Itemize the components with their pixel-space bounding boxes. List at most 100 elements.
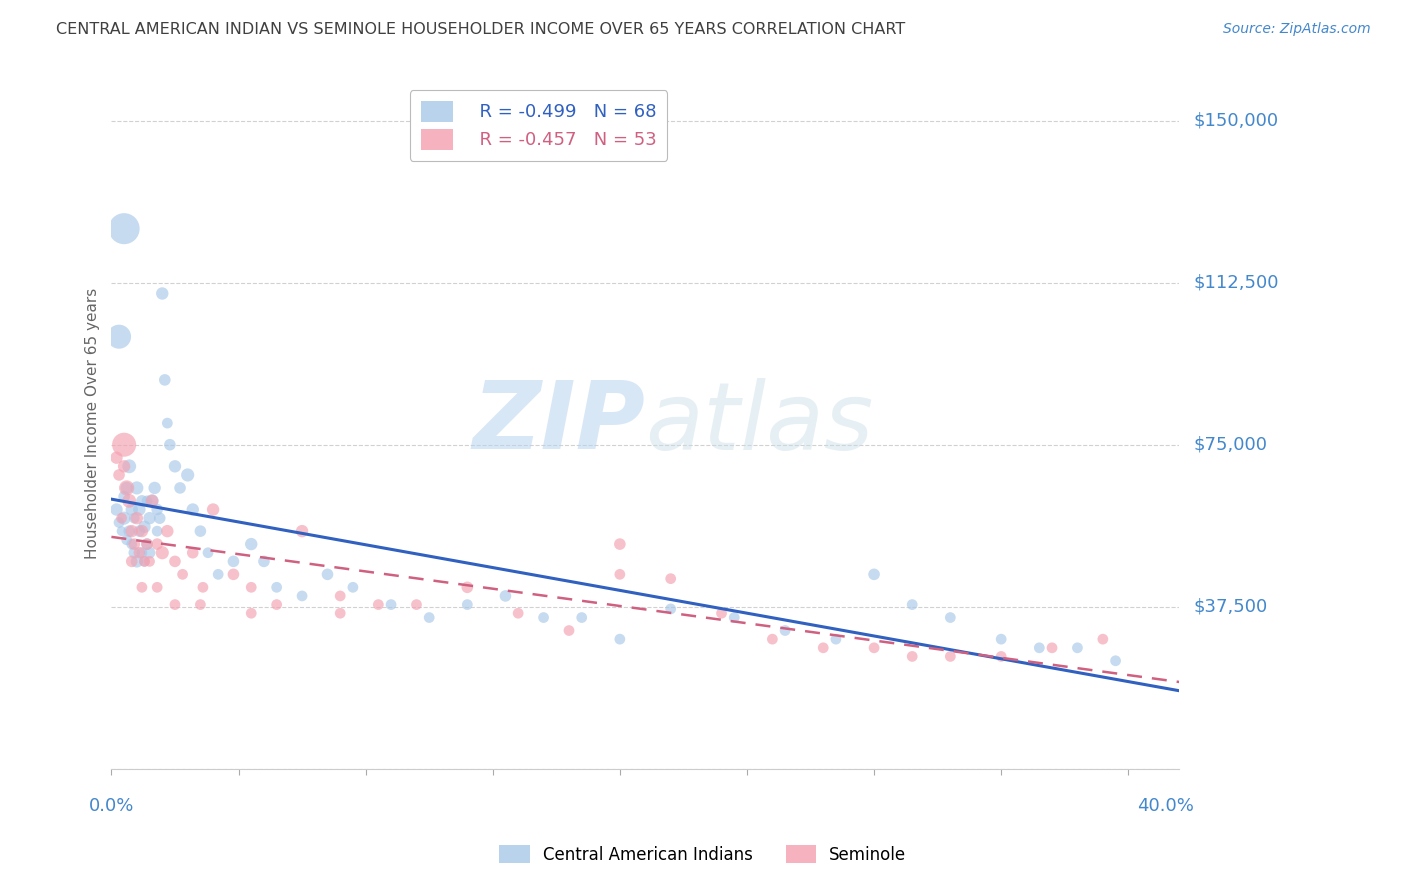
Point [710, 606, 733, 620]
Point [773, 624, 796, 638]
Point [558, 624, 581, 638]
Point [380, 598, 402, 612]
Point [181, 546, 204, 560]
Point [105, 450, 128, 465]
Point [136, 537, 159, 551]
Point [115, 481, 138, 495]
Point [1028, 640, 1050, 655]
Point [159, 438, 181, 452]
Point [990, 632, 1012, 647]
Y-axis label: Householder Income Over 65 years: Householder Income Over 65 years [86, 287, 100, 558]
Point [571, 610, 593, 624]
Point [121, 537, 143, 551]
Point [659, 602, 682, 616]
Point [112, 511, 135, 525]
Point [1091, 632, 1114, 647]
Text: 0.0%: 0.0% [89, 797, 134, 814]
Point [609, 537, 631, 551]
Point [329, 589, 352, 603]
Point [134, 554, 156, 568]
Point [659, 572, 682, 586]
Point [146, 502, 169, 516]
Point [108, 329, 131, 343]
Point [939, 610, 962, 624]
Text: 40.0%: 40.0% [1137, 797, 1194, 814]
Point [1066, 640, 1088, 655]
Point [533, 610, 555, 624]
Point [136, 537, 159, 551]
Point [136, 494, 159, 508]
Point [108, 516, 131, 530]
Point [156, 524, 179, 538]
Point [121, 524, 143, 538]
Point [190, 598, 212, 612]
Point [124, 537, 146, 551]
Point [150, 286, 173, 301]
Point [405, 598, 427, 612]
Point [112, 221, 135, 235]
Point [105, 502, 128, 516]
Point [110, 511, 132, 525]
Point [125, 511, 148, 525]
Text: ZIP: ZIP [472, 377, 645, 469]
Point [901, 598, 924, 612]
Point [134, 554, 156, 568]
Point [456, 580, 478, 594]
Point [240, 580, 263, 594]
Point [121, 554, 143, 568]
Point [190, 524, 212, 538]
Point [222, 567, 245, 582]
Point [1040, 640, 1063, 655]
Point [253, 554, 276, 568]
Point [367, 598, 389, 612]
Point [118, 494, 141, 508]
Point [146, 524, 169, 538]
Text: $112,500: $112,500 [1194, 274, 1278, 292]
Point [813, 640, 835, 655]
Point [181, 502, 204, 516]
Point [112, 438, 135, 452]
Point [146, 537, 169, 551]
Point [825, 632, 848, 647]
Point [418, 610, 440, 624]
Point [1104, 654, 1126, 668]
Point [138, 554, 160, 568]
Point [609, 567, 631, 582]
Point [128, 524, 150, 538]
Point [939, 649, 962, 664]
Point [163, 554, 186, 568]
Point [125, 481, 148, 495]
Point [115, 533, 138, 547]
Point [141, 494, 163, 508]
Point [128, 546, 150, 560]
Point [266, 598, 288, 612]
Point [112, 490, 135, 504]
Point [138, 546, 160, 560]
Point [172, 567, 194, 582]
Point [191, 580, 214, 594]
Point [222, 554, 245, 568]
Text: $150,000: $150,000 [1194, 112, 1278, 129]
Point [112, 459, 135, 474]
Point [291, 589, 314, 603]
Point [169, 481, 191, 495]
Point [342, 580, 364, 594]
Point [240, 537, 263, 551]
Point [118, 459, 141, 474]
Point [240, 606, 263, 620]
Point [124, 511, 146, 525]
Point [134, 520, 156, 534]
Point [141, 494, 163, 508]
Point [108, 467, 131, 482]
Legend: Central American Indians, Seminole: Central American Indians, Seminole [494, 838, 912, 871]
Point [207, 567, 229, 582]
Point [153, 373, 176, 387]
Point [723, 610, 745, 624]
Point [131, 546, 153, 560]
Point [131, 494, 153, 508]
Point [150, 546, 173, 560]
Point [901, 649, 924, 664]
Point [508, 606, 530, 620]
Point [266, 580, 288, 594]
Legend:   R = -0.499   N = 68,   R = -0.457   N = 53: R = -0.499 N = 68, R = -0.457 N = 53 [409, 90, 668, 161]
